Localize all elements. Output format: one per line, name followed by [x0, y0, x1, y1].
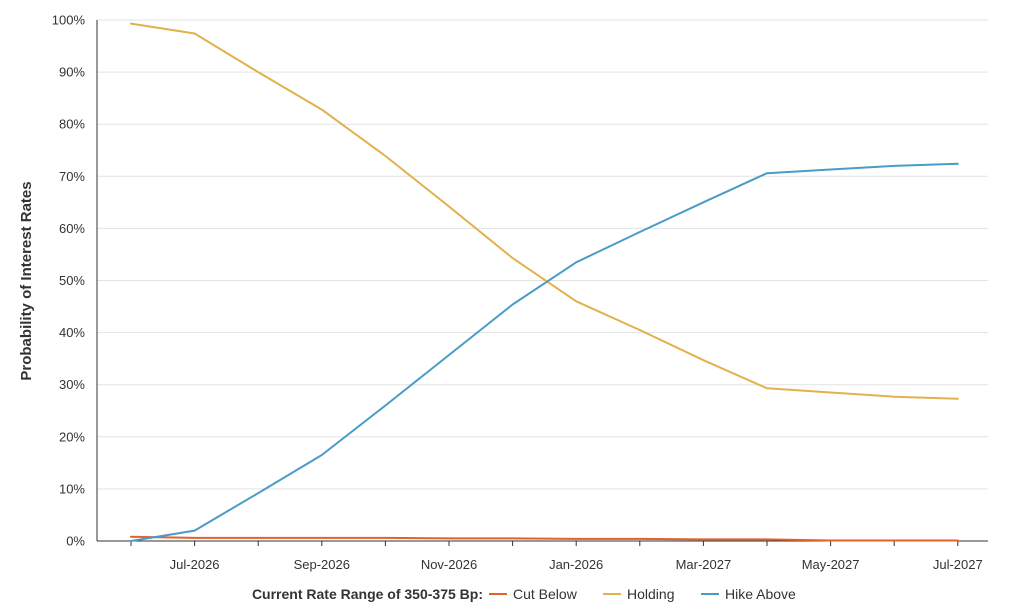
x-tick-label: Jan-2026	[549, 557, 603, 572]
x-tick-label: Jul-2026	[170, 557, 220, 572]
x-tick-label: May-2027	[802, 557, 860, 572]
series-line-holding	[130, 22, 959, 400]
x-tick-label: Mar-2027	[676, 557, 732, 572]
x-axis-tick-labels: Jul-2026 Sep-2026 Nov-2026 Jan-2026 Mar-2027…	[170, 557, 983, 572]
axes	[96, 20, 988, 546]
y-tick-label: 100%	[52, 13, 86, 28]
legend: Current Rate Range of 350-375 Bp: Cut Be…	[252, 586, 796, 602]
x-tick-label: Sep-2026	[294, 557, 350, 572]
y-tick-label: 90%	[59, 65, 85, 80]
y-tick-label: 80%	[59, 117, 85, 132]
series-line-hike-above	[130, 162, 959, 542]
y-axis-tick-labels: 0% 10% 20% 30% 40% 50% 60% 70% 80% 90% 100%	[52, 13, 86, 549]
x-tick-label: Jul-2027	[933, 557, 983, 572]
y-tick-label: 0%	[66, 534, 85, 549]
y-tick-label: 60%	[59, 221, 85, 236]
y-tick-label: 20%	[59, 429, 85, 444]
x-tick-label: Nov-2026	[421, 557, 477, 572]
legend-items: Cut Below Holding Hike Above	[489, 586, 796, 602]
series-lines	[130, 22, 959, 542]
legend-label-cut-below: Cut Below	[513, 586, 578, 602]
legend-label-hike-above: Hike Above	[725, 586, 796, 602]
y-tick-label: 30%	[59, 377, 85, 392]
grid-lines	[97, 19, 988, 490]
y-tick-label: 10%	[59, 481, 85, 496]
legend-title: Current Rate Range of 350-375 Bp:	[252, 586, 483, 602]
y-tick-label: 70%	[59, 169, 85, 184]
y-tick-label: 50%	[59, 273, 85, 288]
y-axis-title: Probability of Interest Rates	[18, 181, 35, 380]
y-tick-label: 40%	[59, 325, 85, 340]
series-line-cut-below	[130, 535, 959, 542]
legend-label-holding: Holding	[627, 586, 674, 602]
